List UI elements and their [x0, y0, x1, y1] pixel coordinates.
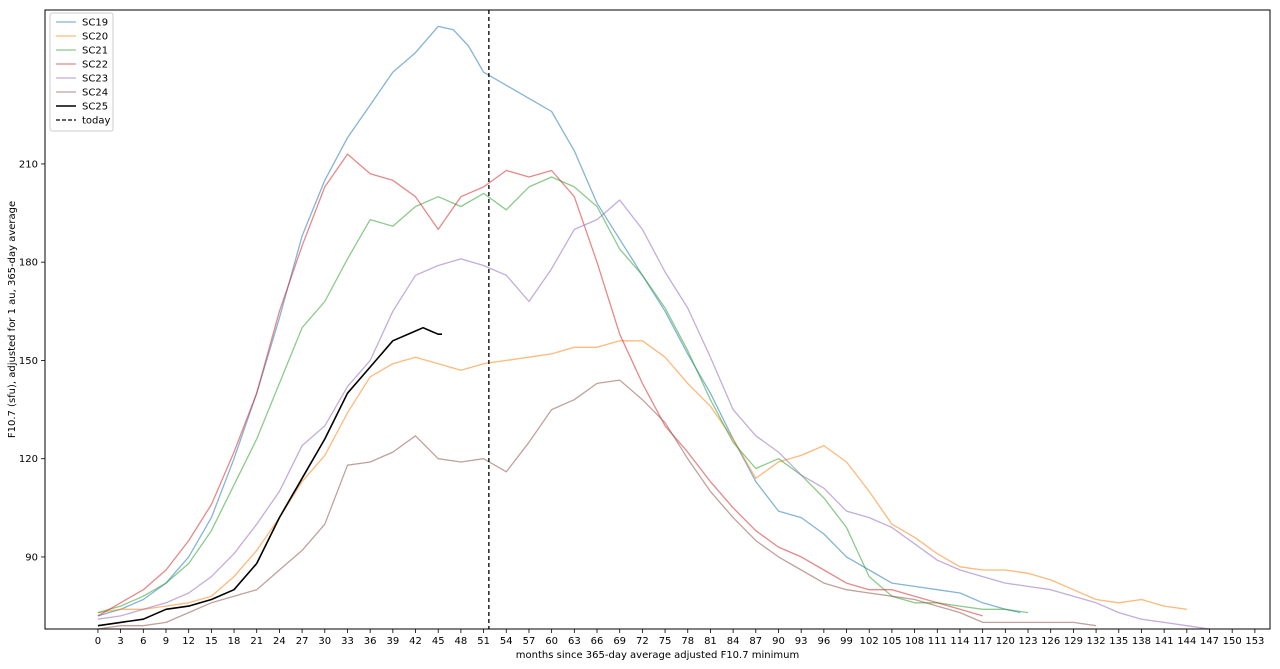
legend-label-sc22: SC22 — [82, 60, 108, 71]
legend-label-sc24: SC24 — [82, 88, 108, 99]
series-line-sc25 — [97, 326, 442, 627]
plot-frame — [44, 9, 1271, 630]
x-tick-label: 141 — [1155, 636, 1174, 647]
x-tick-label: 96 — [817, 636, 830, 647]
y-tick-label: 180 — [19, 258, 38, 269]
x-tick-label: 51 — [477, 636, 490, 647]
y-tick-label: 120 — [19, 454, 38, 465]
x-tick-label: 117 — [973, 636, 992, 647]
x-tick-label: 12 — [182, 636, 195, 647]
x-tick-label: 39 — [386, 636, 399, 647]
x-tick-label: 36 — [364, 636, 377, 647]
x-tick-label: 138 — [1132, 636, 1151, 647]
x-axis-label: months since 365-day average adjusted F1… — [516, 650, 799, 661]
legend-label-sc20: SC20 — [82, 32, 108, 43]
y-tick-label: 210 — [19, 159, 38, 170]
x-tick-label: 135 — [1109, 636, 1128, 647]
x-tick-label: 129 — [1064, 636, 1083, 647]
x-tick-label: 18 — [228, 636, 241, 647]
y-axis-ticks: 90 120 150 180 210 — [19, 159, 45, 563]
x-tick-label: 3 — [117, 636, 123, 647]
x-tick-label: 30 — [318, 636, 331, 647]
x-tick-label: 105 — [882, 636, 901, 647]
legend-label-today: today — [82, 116, 111, 127]
legend-label-sc19: SC19 — [82, 18, 108, 29]
x-tick-label: 120 — [996, 636, 1015, 647]
x-tick-label: 153 — [1245, 636, 1264, 647]
x-tick-label: 144 — [1177, 636, 1196, 647]
x-tick-label: 93 — [795, 636, 808, 647]
y-axis-label: F10.7 (sfu), adjusted for 1 au, 365-day … — [7, 201, 18, 438]
x-tick-label: 81 — [704, 636, 717, 647]
legend-label-sc23: SC23 — [82, 74, 108, 85]
series-line-sc23 — [97, 199, 1210, 630]
x-tick-label: 99 — [840, 636, 853, 647]
y-tick-label: 150 — [19, 356, 38, 367]
x-tick-label: 87 — [749, 636, 762, 647]
x-tick-label: 9 — [163, 636, 169, 647]
x-tick-label: 6 — [140, 636, 146, 647]
x-tick-label: 54 — [500, 636, 513, 647]
x-tick-label: 69 — [613, 636, 626, 647]
x-tick-label: 90 — [772, 636, 785, 647]
x-axis-ticks: 0 3 6 9 12 15 18 21 24 27 30 33 36 39 42 45 48 51 54 57 60 63… — [95, 629, 1264, 647]
x-tick-label: 111 — [928, 636, 947, 647]
legend: SC19 SC20 SC21 SC22 SC23 SC24 SC25 today — [49, 12, 114, 132]
x-tick-label: 75 — [659, 636, 672, 647]
x-tick-label: 15 — [205, 636, 218, 647]
x-tick-label: 33 — [341, 636, 354, 647]
legend-box — [49, 12, 114, 132]
x-tick-label: 63 — [568, 636, 581, 647]
series-line-sc24 — [97, 379, 1097, 630]
series-line-sc21 — [97, 176, 1029, 614]
x-tick-label: 150 — [1223, 636, 1242, 647]
legend-label-sc25: SC25 — [82, 102, 108, 113]
x-tick-label: 57 — [523, 636, 536, 647]
x-tick-label: 45 — [432, 636, 445, 647]
x-tick-label: 78 — [681, 636, 694, 647]
x-tick-label: 108 — [905, 636, 924, 647]
x-tick-label: 72 — [636, 636, 649, 647]
x-tick-label: 126 — [1041, 636, 1060, 647]
legend-label-sc21: SC21 — [82, 46, 108, 57]
x-tick-label: 0 — [95, 636, 101, 647]
x-tick-label: 102 — [860, 636, 879, 647]
x-tick-label: 132 — [1087, 636, 1106, 647]
x-tick-label: 48 — [455, 636, 468, 647]
x-tick-label: 27 — [296, 636, 309, 647]
x-tick-label: 21 — [250, 636, 263, 647]
x-tick-label: 60 — [545, 636, 558, 647]
x-tick-label: 42 — [409, 636, 422, 647]
x-tick-label: 114 — [950, 636, 969, 647]
x-tick-label: 123 — [1018, 636, 1037, 647]
x-tick-label: 24 — [273, 636, 286, 647]
y-tick-label: 90 — [25, 552, 38, 563]
x-tick-label: 66 — [591, 636, 604, 647]
plot-lines — [97, 25, 1210, 630]
x-tick-label: 84 — [727, 636, 740, 647]
x-tick-label: 147 — [1200, 636, 1219, 647]
series-line-sc22 — [97, 153, 983, 617]
